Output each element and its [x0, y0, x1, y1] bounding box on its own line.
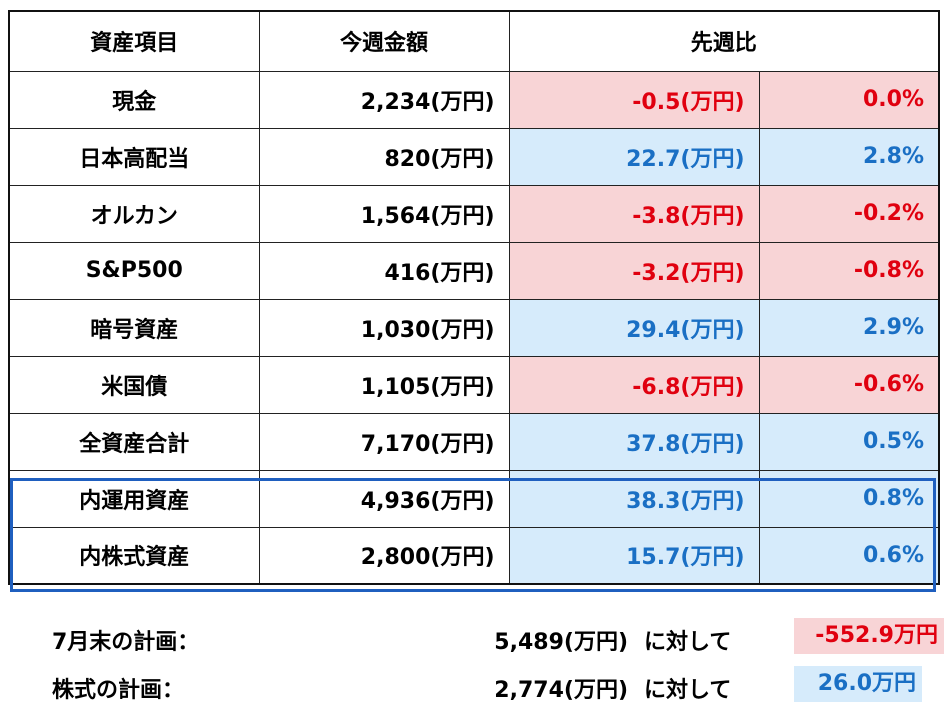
- plan-suffix: に対して: [644, 630, 732, 655]
- row-name: オルカン: [8, 184, 260, 243]
- plan-target: 2,774(万円): [494, 678, 628, 703]
- plan-diff: -552.9万円: [794, 618, 944, 654]
- row-diff: -0.5(万円): [508, 70, 760, 129]
- row-diff: -3.8(万円): [508, 184, 760, 243]
- table-row: オルカン 1,564(万円) -3.8(万円) -0.2%: [8, 184, 940, 243]
- row-amount: 1,564(万円): [258, 184, 510, 243]
- row-diff: 22.7(万円): [508, 127, 760, 186]
- row-amount: 2,234(万円): [258, 70, 510, 129]
- row-pct: 0.5%: [758, 412, 940, 471]
- row-pct: -0.2%: [758, 184, 940, 243]
- table-header-row: 資産項目 今週金額 先週比: [8, 10, 940, 72]
- plan-label: 株式の計画：: [52, 678, 185, 703]
- plan-suffix: に対して: [644, 678, 732, 703]
- row-name: 米国債: [8, 355, 260, 414]
- row-pct: 0.6%: [758, 526, 940, 585]
- row-name: 日本高配当: [8, 127, 260, 186]
- row-pct: 2.9%: [758, 298, 940, 357]
- row-pct: -0.8%: [758, 241, 940, 300]
- row-pct: 0.8%: [758, 469, 940, 528]
- row-diff: -6.8(万円): [508, 355, 760, 414]
- row-amount: 7,170(万円): [258, 412, 510, 471]
- header-amount: 今週金額: [258, 10, 510, 72]
- table-row: 日本高配当 820(万円) 22.7(万円) 2.8%: [8, 127, 940, 186]
- plan-label: 7月末の計画：: [52, 630, 200, 655]
- row-amount: 4,936(万円): [258, 469, 510, 528]
- row-pct: 2.8%: [758, 127, 940, 186]
- plan-diff: 26.0万円: [794, 666, 922, 702]
- header-item: 資産項目: [8, 10, 260, 72]
- table-row: 全資産合計 7,170(万円) 37.8(万円) 0.5%: [8, 412, 940, 471]
- row-amount: 2,800(万円): [258, 526, 510, 585]
- header-change: 先週比: [508, 10, 940, 72]
- table-row: 現金 2,234(万円) -0.5(万円) 0.0%: [8, 70, 940, 129]
- row-name: 全資産合計: [8, 412, 260, 471]
- row-diff: -3.2(万円): [508, 241, 760, 300]
- plan-row-monthly: 7月末の計画： 5,489(万円) に対して -552.9万円: [0, 618, 946, 655]
- row-name: 内株式資産: [8, 526, 260, 585]
- plan-target: 5,489(万円): [494, 630, 628, 655]
- row-name: 暗号資産: [8, 298, 260, 357]
- row-amount: 820(万円): [258, 127, 510, 186]
- plan-row-stock: 株式の計画： 2,774(万円) に対して 26.0万円: [0, 666, 946, 703]
- row-diff: 38.3(万円): [508, 469, 760, 528]
- row-amount: 416(万円): [258, 241, 510, 300]
- table-row: 米国債 1,105(万円) -6.8(万円) -0.6%: [8, 355, 940, 414]
- table-row: 内運用資産 4,936(万円) 38.3(万円) 0.8%: [8, 469, 940, 528]
- row-name: 内運用資産: [8, 469, 260, 528]
- row-pct: 0.0%: [758, 70, 940, 129]
- table-row: 内株式資産 2,800(万円) 15.7(万円) 0.6%: [8, 526, 940, 585]
- row-diff: 15.7(万円): [508, 526, 760, 585]
- table-row: 暗号資産 1,030(万円) 29.4(万円) 2.9%: [8, 298, 940, 357]
- row-diff: 37.8(万円): [508, 412, 760, 471]
- row-name: 現金: [8, 70, 260, 129]
- row-pct: -0.6%: [758, 355, 940, 414]
- row-diff: 29.4(万円): [508, 298, 760, 357]
- row-name: S&P500: [8, 241, 260, 300]
- asset-table: 資産項目 今週金額 先週比 現金 2,234(万円) -0.5(万円) 0.0%…: [8, 10, 941, 585]
- row-amount: 1,030(万円): [258, 298, 510, 357]
- row-amount: 1,105(万円): [258, 355, 510, 414]
- table-row: S&P500 416(万円) -3.2(万円) -0.8%: [8, 241, 940, 300]
